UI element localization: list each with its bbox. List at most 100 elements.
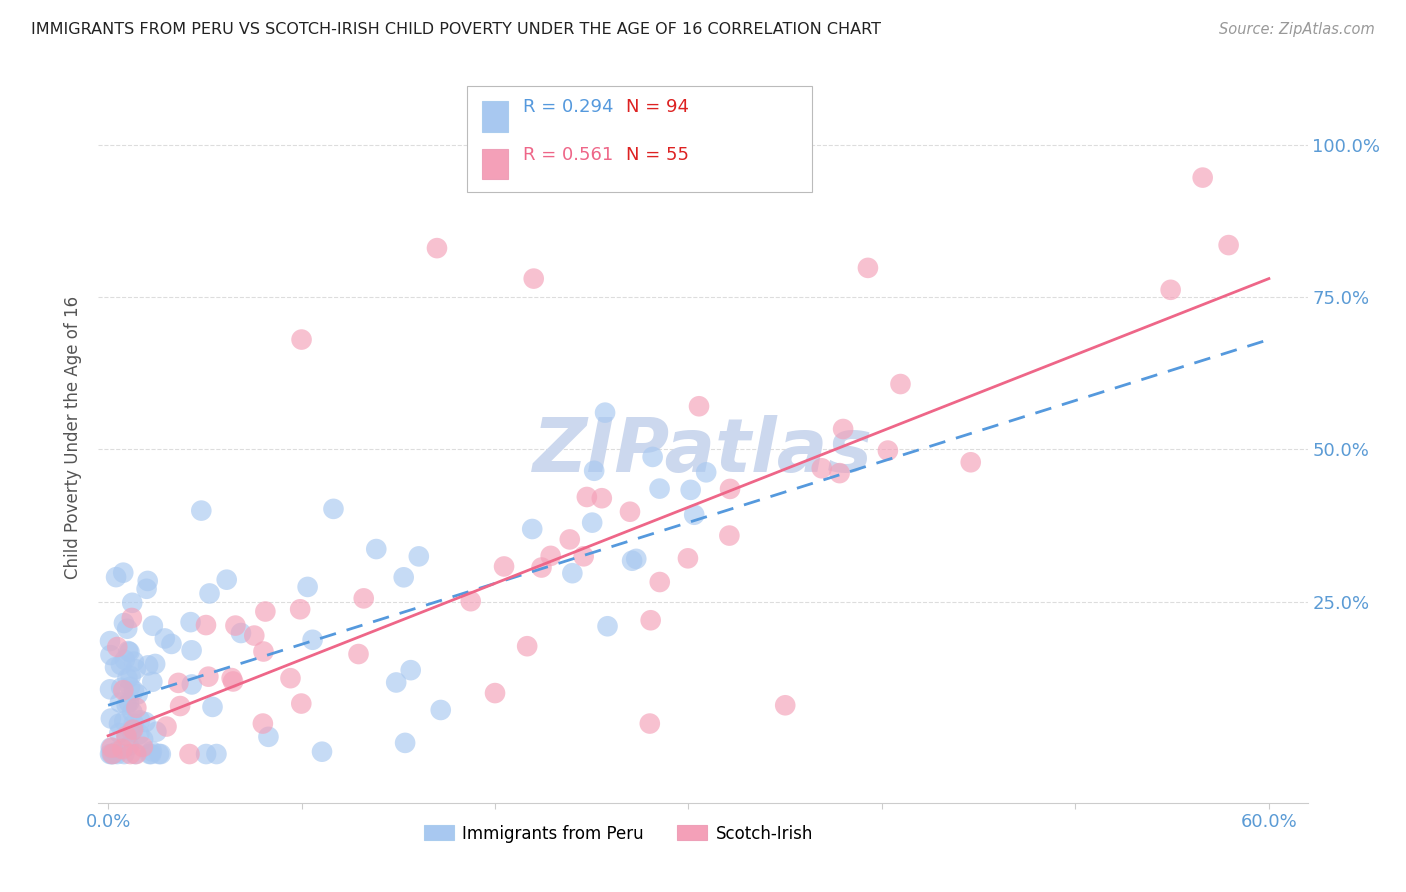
Point	[115, 622, 138, 636]
Point	[591, 491, 613, 506]
Point	[115, 731, 138, 745]
Point	[118, 696, 141, 710]
Point	[155, 720, 177, 734]
Point	[773, 698, 796, 713]
Text: ZIPatlas: ZIPatlas	[533, 415, 873, 488]
Point	[142, 619, 165, 633]
Point	[311, 745, 333, 759]
Point	[205, 747, 228, 761]
Point	[101, 740, 124, 755]
Text: Source: ZipAtlas.com: Source: ZipAtlas.com	[1219, 22, 1375, 37]
Point	[143, 657, 166, 671]
Point	[141, 674, 163, 689]
Point	[252, 716, 274, 731]
Point	[117, 644, 139, 658]
Point	[572, 549, 595, 564]
Point	[100, 648, 122, 662]
Point	[558, 533, 581, 547]
Point	[112, 714, 135, 729]
Point	[530, 560, 553, 574]
Point	[139, 747, 162, 761]
Point	[718, 528, 741, 542]
Point	[484, 686, 506, 700]
Point	[394, 736, 416, 750]
Point	[112, 683, 135, 698]
Point	[679, 483, 702, 497]
Point	[180, 643, 202, 657]
Point	[221, 671, 243, 685]
Point	[153, 632, 176, 646]
Point	[104, 660, 127, 674]
Point	[112, 615, 135, 630]
Point	[122, 723, 145, 737]
Text: N = 55: N = 55	[626, 146, 689, 164]
Point	[136, 658, 159, 673]
Point	[638, 716, 661, 731]
Point	[101, 747, 124, 761]
Point	[100, 740, 122, 755]
Point	[98, 682, 121, 697]
Point	[197, 670, 219, 684]
Point	[129, 713, 152, 727]
Point	[832, 422, 855, 436]
Point	[695, 466, 717, 480]
Point	[619, 505, 641, 519]
Point	[257, 730, 280, 744]
Point	[120, 669, 142, 683]
Point	[347, 647, 370, 661]
Point	[122, 655, 145, 669]
Point	[290, 333, 312, 347]
Point	[222, 674, 245, 689]
Point	[118, 645, 141, 659]
Point	[132, 732, 155, 747]
Point	[112, 566, 135, 580]
Point	[149, 747, 172, 761]
Point	[121, 596, 143, 610]
Text: R = 0.561: R = 0.561	[523, 146, 613, 164]
Point	[125, 747, 148, 761]
Point	[198, 586, 221, 600]
Point	[366, 542, 388, 557]
Point	[100, 747, 122, 761]
Point	[889, 377, 911, 392]
FancyBboxPatch shape	[482, 101, 509, 132]
Point	[180, 615, 202, 629]
Point	[460, 594, 482, 608]
Point	[290, 697, 312, 711]
Point	[114, 653, 136, 667]
Point	[1191, 170, 1213, 185]
Point	[688, 399, 710, 413]
Point	[523, 271, 546, 285]
Text: IMMIGRANTS FROM PERU VS SCOTCH-IRISH CHILD POVERTY UNDER THE AGE OF 16 CORRELATI: IMMIGRANTS FROM PERU VS SCOTCH-IRISH CHI…	[31, 22, 882, 37]
Point	[648, 574, 671, 589]
Point	[128, 727, 150, 741]
Point	[229, 626, 252, 640]
Point	[125, 700, 148, 714]
Point	[243, 629, 266, 643]
Point	[134, 715, 156, 730]
Point	[201, 699, 224, 714]
Point	[110, 681, 132, 695]
Point	[111, 742, 134, 756]
Point	[122, 716, 145, 731]
Point	[190, 503, 212, 517]
Point	[105, 747, 128, 761]
Point	[648, 482, 671, 496]
Point	[252, 644, 274, 658]
Point	[322, 501, 344, 516]
Point	[125, 662, 148, 676]
Point	[145, 724, 167, 739]
Point	[121, 611, 143, 625]
Point	[641, 450, 664, 464]
Point	[516, 639, 538, 653]
Point	[160, 637, 183, 651]
Point	[254, 605, 277, 619]
Point	[640, 613, 662, 627]
Point	[108, 716, 131, 731]
Point	[118, 680, 141, 694]
Point	[120, 747, 142, 761]
Point	[575, 490, 598, 504]
Point	[215, 573, 238, 587]
Point	[101, 747, 124, 761]
Point	[122, 683, 145, 698]
